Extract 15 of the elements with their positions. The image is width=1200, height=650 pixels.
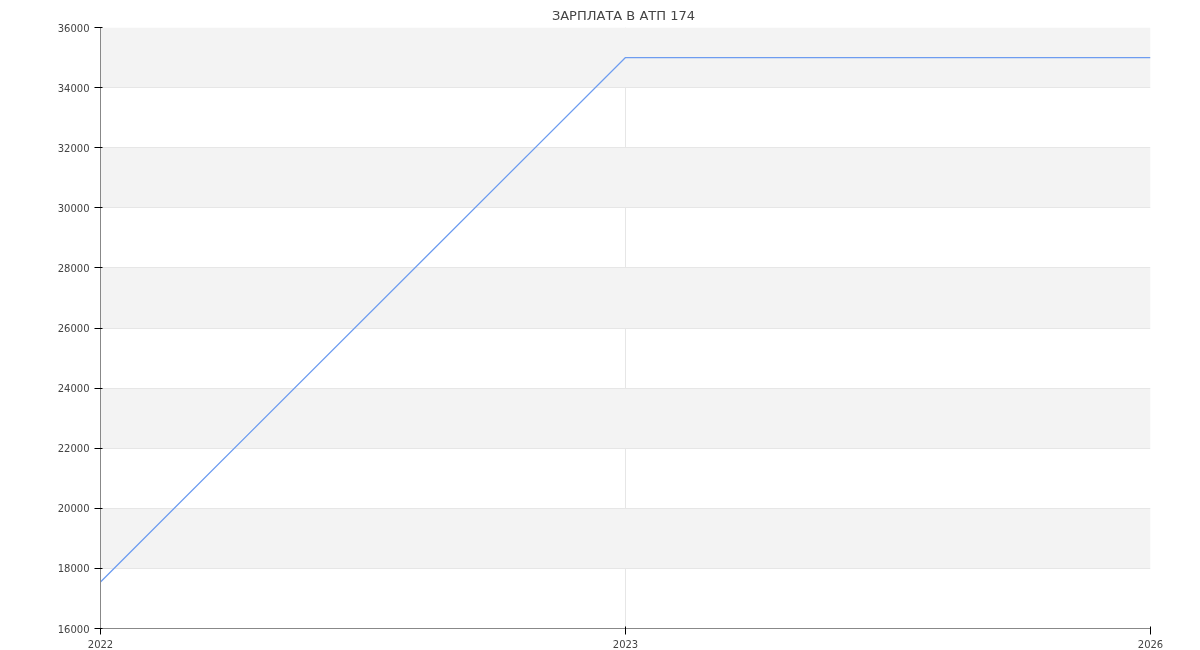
y-tick-label: 28000 (57, 262, 90, 274)
y-tick-label: 24000 (57, 383, 90, 395)
y-tick-label: 18000 (57, 563, 90, 575)
x-tick-label: 2023 (612, 638, 639, 650)
y-tick-label: 32000 (57, 142, 90, 154)
chart-title: ЗАРПЛАТА В АТП 174 (551, 7, 695, 23)
y-tick-label: 36000 (57, 22, 90, 34)
y-tick-label: 30000 (57, 202, 90, 214)
y-tick-label: 22000 (57, 443, 90, 455)
y-tick-label: 34000 (57, 82, 90, 94)
y-tick-label: 20000 (57, 503, 90, 515)
y-tick-label: 16000 (57, 623, 90, 635)
y-tick-label: 26000 (57, 323, 90, 334)
x-tick-label: 2026 (1137, 638, 1164, 650)
x-tick-label: 2022 (87, 638, 114, 650)
